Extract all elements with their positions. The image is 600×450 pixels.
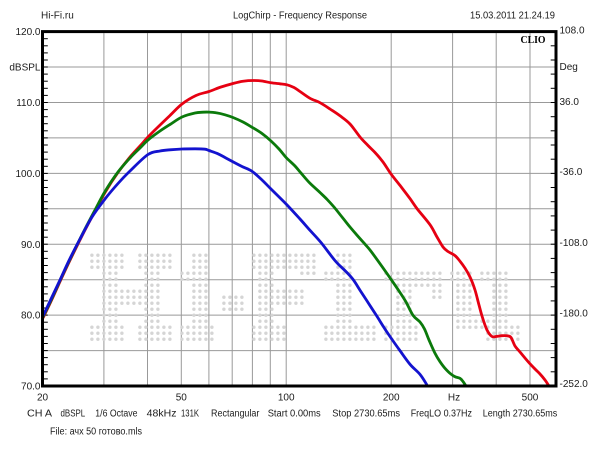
- svg-text:FreqLO 0.37Hz: FreqLO 0.37Hz: [411, 409, 472, 420]
- svg-text:Length 2730.65ms: Length 2730.65ms: [483, 409, 558, 420]
- svg-text:Rectangular: Rectangular: [211, 409, 260, 420]
- svg-text:100.0: 100.0: [15, 169, 40, 180]
- svg-text:131K: 131K: [181, 409, 199, 420]
- svg-text:90.0: 90.0: [21, 240, 41, 251]
- svg-text:48kHz: 48kHz: [147, 409, 177, 420]
- svg-text:Hi-Fi.ru: Hi-Fi.ru: [41, 11, 74, 22]
- svg-text:36.0: 36.0: [560, 97, 580, 108]
- svg-text:CLIO: CLIO: [521, 35, 546, 46]
- svg-text:-180.0: -180.0: [560, 309, 589, 320]
- svg-text:-108.0: -108.0: [560, 238, 589, 249]
- svg-text:Stop 2730.65ms: Stop 2730.65ms: [332, 409, 400, 420]
- svg-text:70.0: 70.0: [21, 381, 41, 392]
- svg-text:108.0: 108.0: [560, 26, 585, 37]
- svg-text:1/6 Octave: 1/6 Octave: [95, 409, 138, 420]
- svg-text:-252.0: -252.0: [560, 379, 589, 390]
- svg-text:LogChirp - Frequency Response: LogChirp - Frequency Response: [233, 11, 367, 22]
- svg-text:Deg: Deg: [560, 62, 578, 73]
- svg-text:File: ачх 50 готово.mls: File: ачх 50 готово.mls: [50, 427, 142, 438]
- svg-text:dBSPL: dBSPL: [61, 409, 86, 420]
- svg-text:100: 100: [278, 393, 295, 404]
- svg-text:110.0: 110.0: [16, 98, 41, 109]
- svg-text:20: 20: [37, 393, 49, 404]
- svg-text:500: 500: [522, 393, 539, 404]
- svg-text:Start 0.00ms: Start 0.00ms: [268, 409, 321, 420]
- svg-text:120.0: 120.0: [15, 27, 40, 38]
- svg-text:80.0: 80.0: [21, 311, 41, 322]
- svg-text:15.03.2011 21.24.19: 15.03.2011 21.24.19: [470, 11, 555, 22]
- svg-text:200: 200: [383, 393, 400, 404]
- svg-text:CH A: CH A: [27, 409, 52, 420]
- svg-text:-36.0: -36.0: [560, 167, 583, 178]
- svg-text:Hz: Hz: [448, 393, 460, 404]
- svg-text:50: 50: [176, 393, 188, 404]
- svg-text:dBSPL: dBSPL: [9, 63, 41, 74]
